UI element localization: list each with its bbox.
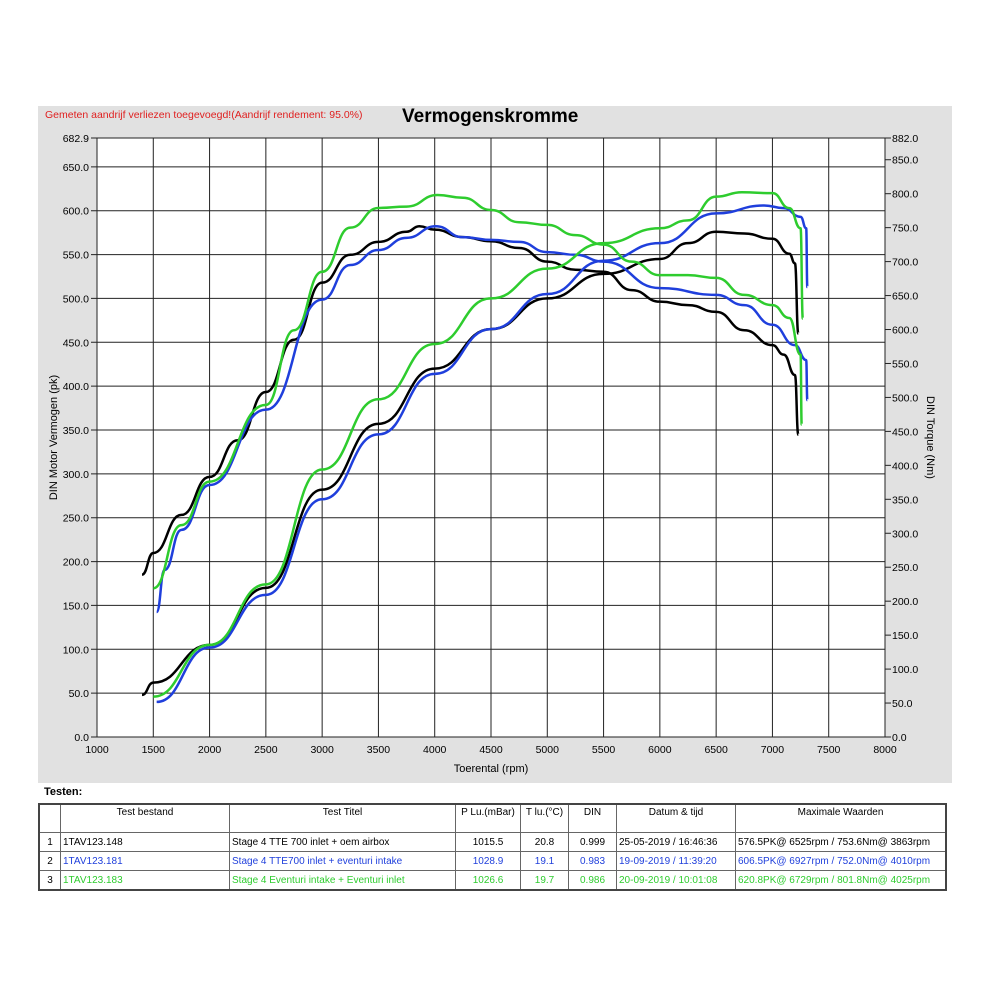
table-cell: 576.5PK@ 6525rpm / 753.6Nm@ 3863rpm <box>735 832 947 852</box>
x-tick-label: 3500 <box>367 744 391 756</box>
y-tick-label: 682.9 <box>63 133 89 145</box>
table-cell: 1026.6 <box>455 870 521 891</box>
y2-tick-label: 400.0 <box>892 460 918 472</box>
col-date: Datum & tijd <box>616 803 736 833</box>
table-cell: 620.8PK@ 6729rpm / 801.8Nm@ 4025rpm <box>735 870 947 891</box>
y2-tick-label: 0.0 <box>892 732 907 744</box>
series-line-2-torque <box>155 225 809 614</box>
y2-tick-label: 600.0 <box>892 325 918 337</box>
x-axis-label: Toerental (rpm) <box>454 763 529 775</box>
table-cell: 20-09-2019 / 10:01:08 <box>616 870 736 891</box>
table-row: 2 1TAV123.181 Stage 4 TTE700 inlet + event… <box>38 851 947 871</box>
power-torque-chart: 1000 1500 2000 2500 3000 3500 4000 4500 5000 5500… <box>48 133 936 775</box>
table-cell: Stage 4 TTE700 inlet + eventuri intake <box>229 851 456 871</box>
y2-tick-label: 550.0 <box>892 358 918 370</box>
x-tick-label: 6000 <box>648 744 672 756</box>
y-tick-label: 650.0 <box>63 162 89 174</box>
series-line-3-torque <box>152 193 803 590</box>
x-tick-label: 2000 <box>198 744 222 756</box>
y2-tick-label: 500.0 <box>892 392 918 404</box>
col-index <box>38 803 61 833</box>
x-tick-label: 2500 <box>254 744 278 756</box>
table-cell: 19.1 <box>520 851 569 871</box>
x-tick-label: 1500 <box>142 744 166 756</box>
y2-tick-label: 200.0 <box>892 596 918 608</box>
y-tick-label: 0.0 <box>74 732 89 744</box>
drive-loss-note: Gemeten aandrijf verliezen toegevoegd!(A… <box>45 109 363 121</box>
tests-label: Testen: <box>44 786 83 798</box>
series-line-2-power <box>156 204 809 704</box>
y-tick-label: 50.0 <box>69 688 90 700</box>
col-temp: T lu.(°C) <box>520 803 569 833</box>
table-cell: 0.999 <box>568 832 617 852</box>
y2-tick-label: 300.0 <box>892 528 918 540</box>
y-tick-label: 600.0 <box>63 206 89 218</box>
series-line-3-power <box>153 191 805 698</box>
table-cell: 1 <box>38 832 61 852</box>
x-tick-label: 4500 <box>479 744 503 756</box>
table-cell: 19-09-2019 / 11:39:20 <box>616 851 736 871</box>
table-cell: 25-05-2019 / 16:46:36 <box>616 832 736 852</box>
y-tick-label: 400.0 <box>63 381 89 393</box>
table-cell: Stage 4 TTE 700 inlet + oem airbox <box>229 832 456 852</box>
y2-tick-label: 50.0 <box>892 698 913 710</box>
x-tick-label: 4000 <box>423 744 447 756</box>
table-cell: 20.8 <box>520 832 569 852</box>
table-cell: 1028.9 <box>455 851 521 871</box>
y2-tick-label: 250.0 <box>892 562 918 574</box>
y-tick-label: 300.0 <box>63 469 89 481</box>
chart-title: Vermogenskromme <box>402 106 579 127</box>
table-cell: 0.986 <box>568 870 617 891</box>
y-tick-label: 250.0 <box>63 513 89 525</box>
y2-tick-label: 100.0 <box>892 664 918 676</box>
table-cell: 2 <box>38 851 61 871</box>
y-tick-label: 350.0 <box>63 425 89 437</box>
series-line-1-power <box>141 230 800 697</box>
x-tick-label: 1000 <box>85 744 109 756</box>
x-tick-label: 7000 <box>761 744 785 756</box>
y-tick-label: 450.0 <box>63 337 89 349</box>
y-tick-label: 100.0 <box>63 644 89 656</box>
table-cell: 0.983 <box>568 851 617 871</box>
table-cell: 606.5PK@ 6927rpm / 752.0Nm@ 4010rpm <box>735 851 947 871</box>
col-pressure: P Lu.(mBar) <box>455 803 521 833</box>
table-cell: 1TAV123.148 <box>60 832 230 852</box>
y2-tick-label: 450.0 <box>892 426 918 438</box>
table-cell: 1TAV123.181 <box>60 851 230 871</box>
y-axis-label: DIN Motor Vermogen (pk) <box>48 375 60 500</box>
x-tick-label: 3000 <box>310 744 334 756</box>
x-tick-label: 7500 <box>817 744 841 756</box>
y2-tick-label: 850.0 <box>892 155 918 167</box>
x-tick-label: 5000 <box>536 744 560 756</box>
y-tick-label: 200.0 <box>63 557 89 569</box>
tests-table: Test bestand Test Titel P Lu.(mBar) T lu… <box>38 803 947 891</box>
col-file: Test bestand <box>60 803 230 833</box>
y2-tick-label: 800.0 <box>892 189 918 201</box>
table-header-row: Test bestand Test Titel P Lu.(mBar) T lu… <box>38 803 947 833</box>
col-title: Test Titel <box>229 803 456 833</box>
y2-tick-label: 750.0 <box>892 223 918 235</box>
table-cell: 3 <box>38 870 61 891</box>
table-row: 3 1TAV123.183 Stage 4 Eventuri intake + Ev… <box>38 870 947 891</box>
table-cell: 1015.5 <box>455 832 521 852</box>
table-cell: Stage 4 Eventuri intake + Eventuri inlet <box>229 870 456 891</box>
y2-tick-label: 700.0 <box>892 257 918 269</box>
y2-axis-label: DIN Torque (Nm) <box>924 396 936 479</box>
x-tick-label: 5500 <box>592 744 616 756</box>
y-tick-label: 150.0 <box>63 600 89 612</box>
y-tick-label: 500.0 <box>63 293 89 305</box>
table-row: 1 1TAV123.148 Stage 4 TTE 700 inlet + oem … <box>38 832 947 852</box>
col-max: Maximale Waarden <box>735 803 947 833</box>
y2-tick-label: 150.0 <box>892 630 918 642</box>
y2-tick-label: 650.0 <box>892 291 918 303</box>
x-tick-label: 8000 <box>873 744 897 756</box>
y2-tick-label: 882.0 <box>892 133 918 145</box>
col-din: DIN <box>568 803 617 833</box>
x-tick-label: 6500 <box>704 744 728 756</box>
table-cell: 1TAV123.183 <box>60 870 230 891</box>
y-tick-label: 550.0 <box>63 250 89 262</box>
y2-tick-label: 350.0 <box>892 494 918 506</box>
table-cell: 19.7 <box>520 870 569 891</box>
